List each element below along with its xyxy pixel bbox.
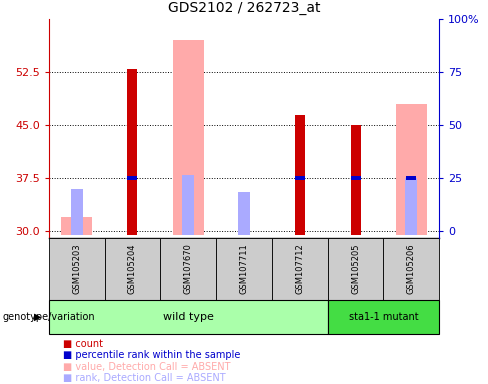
Bar [49,238,104,300]
Bar [173,40,203,235]
Bar [61,217,92,235]
Bar [182,175,194,235]
Bar [49,300,327,334]
Text: genotype/variation: genotype/variation [2,312,95,322]
Text: ■ rank, Detection Call = ABSENT: ■ rank, Detection Call = ABSENT [63,373,226,383]
Title: GDS2102 / 262723_at: GDS2102 / 262723_at [168,2,320,15]
Text: GSM107670: GSM107670 [183,243,193,294]
Bar [238,192,250,235]
Bar [104,238,161,300]
Text: GSM107712: GSM107712 [295,243,305,294]
Text: ■ percentile rank within the sample: ■ percentile rank within the sample [63,350,241,360]
Bar [295,176,305,180]
Text: sta1-1 mutant: sta1-1 mutant [348,312,418,322]
Bar [272,238,327,300]
Bar [161,238,216,300]
Bar [327,300,439,334]
Bar [127,69,138,235]
Bar [396,104,427,235]
Text: GSM105205: GSM105205 [351,243,360,294]
Bar [71,189,83,235]
Bar [127,176,138,180]
Bar [350,125,361,235]
Bar [350,176,361,180]
Text: GSM105206: GSM105206 [407,243,416,294]
Text: GSM105203: GSM105203 [72,243,81,294]
Bar [327,238,384,300]
Bar [295,114,305,235]
Bar [216,238,272,300]
Text: ■ count: ■ count [63,339,103,349]
Text: GSM105204: GSM105204 [128,243,137,294]
Text: ▶: ▶ [34,312,41,322]
Bar [384,238,439,300]
Text: ■ value, Detection Call = ABSENT: ■ value, Detection Call = ABSENT [63,362,231,372]
Text: wild type: wild type [163,312,214,322]
Text: GSM107711: GSM107711 [240,243,248,294]
Bar [407,176,416,180]
Bar [405,178,417,235]
